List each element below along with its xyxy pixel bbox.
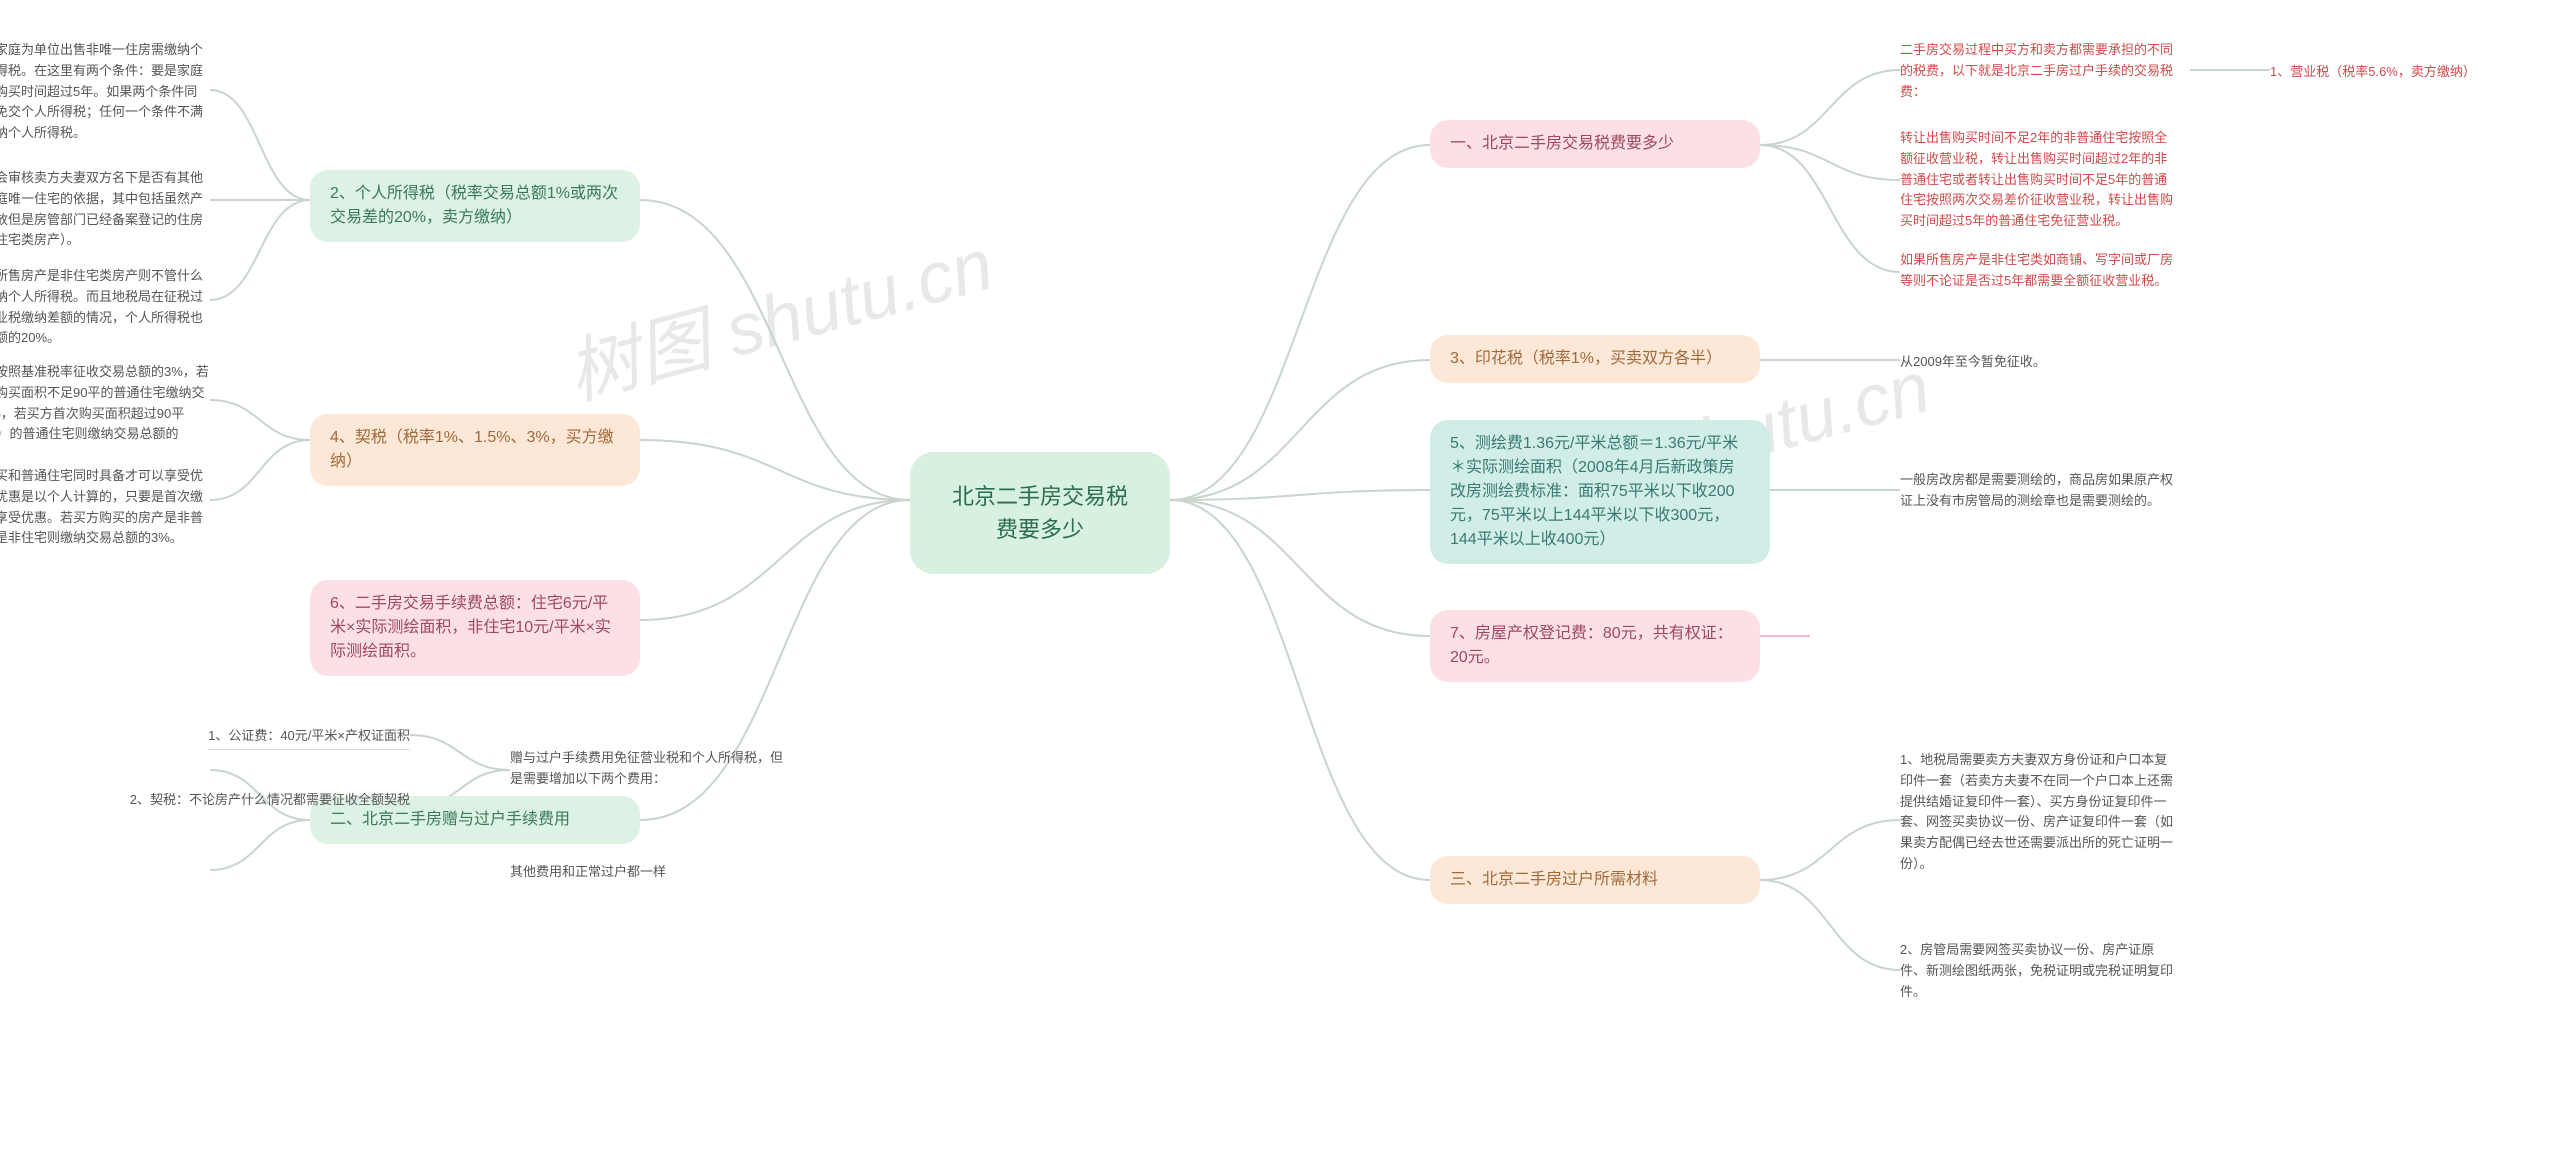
center-topic: 北京二手房交易税费要多少	[910, 452, 1170, 574]
branch-6: 6、二手房交易手续费总额：住宅6元/平米×实际测绘面积，非住宅10元/平米×实际…	[310, 580, 640, 676]
leaf-2b: 注：地税局会审核卖方夫妻双方名下是否有其他房产作为家庭唯一住宅的依据，其中包括虽…	[0, 168, 210, 251]
leaf-8b: 1、公证费：40元/平米×产权证面积	[110, 726, 410, 750]
leaf-4a: 征收方法：按照基准税率征收交易总额的3%，若买方是首次购买面积不足90平的普通住…	[0, 362, 210, 466]
branch-2: 2、个人所得税（税率交易总额1%或两次交易差的20%，卖方缴纳）	[310, 170, 640, 242]
branch-3: 3、印花税（税率1%，买卖双方各半）	[1430, 335, 1760, 383]
leaf-1d: 如果所售房产是非住宅类如商铺、写字间或厂房等则不论证是否过5年都需要全额征收营业…	[1900, 250, 2180, 292]
leaf-9b: 2、房管局需要网签买卖协议一份、房产证原件、新测绘图纸两张，免税证明或完税证明复…	[1900, 940, 2180, 1002]
leaf-8d: 其他费用和正常过户都一样	[510, 862, 790, 883]
leaf-2c: 另注：如果所售房产是非住宅类房产则不管什么情况都要缴纳个人所得税。而且地税局在征…	[0, 266, 210, 349]
leaf-8a: 赠与过户手续费用免征营业税和个人所得税，但是需要增加以下两个费用：	[510, 748, 790, 790]
leaf-9a: 1、地税局需要卖方夫妻双方身份证和户口本复印件一套（若卖方夫妻不在同一个户口本上…	[1900, 750, 2180, 875]
leaf-3: 从2009年至今暂免征收。	[1900, 352, 2180, 373]
branch-7: 7、房屋产权登记费：80元，共有权证：20元。	[1430, 610, 1760, 682]
branch-4: 4、契税（税率1%、1.5%、3%，买方缴纳）	[310, 414, 640, 486]
leaf-1a: 二手房交易过程中买方和卖方都需要承担的不同的税费，以下就是北京二手房过户手续的交…	[1900, 40, 2180, 102]
branch-5: 5、测绘费1.36元/平米总额＝1.36元/平米＊实际测绘面积（2008年4月后…	[1430, 420, 1770, 564]
leaf-1c: 转让出售购买时间不足2年的非普通住宅按照全额征收营业税，转让出售购买时间超过2年…	[1900, 128, 2180, 232]
leaf-1b: 1、营业税（税率5.6%，卖方缴纳）	[2270, 62, 2530, 83]
leaf-8c: 2、契税：不论房产什么情况都需要征收全额契税	[110, 790, 410, 811]
branch-1: 一、北京二手房交易税费要多少	[1430, 120, 1760, 168]
leaf-4b: 注：首次购买和普通住宅同时具备才可以享受优惠，契税的优惠是以个人计算的，只要是首…	[0, 466, 210, 549]
branch-9: 三、北京二手房过户所需材料	[1430, 856, 1760, 904]
leaf-2a: 征收条件以家庭为单位出售非唯一住房需缴纳个人房转让所得税。在这里有两个条件：要是…	[0, 40, 210, 144]
leaf-5: 一般房改房都是需要测绘的，商品房如果原产权证上没有市房管局的测绘章也是需要测绘的…	[1900, 470, 2180, 512]
